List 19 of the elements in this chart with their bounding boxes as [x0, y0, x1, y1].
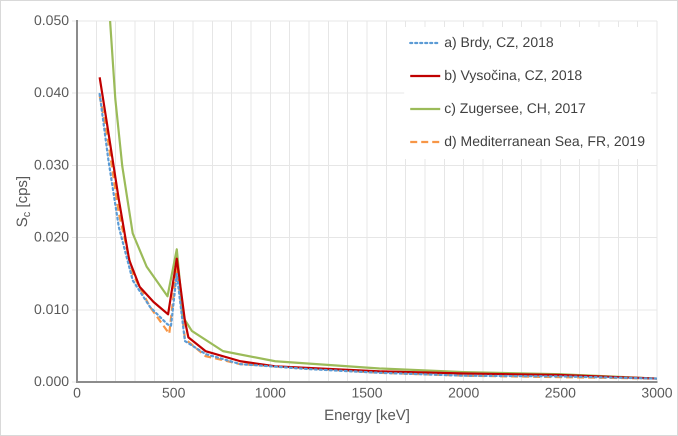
legend-label: a) Brdy, CZ, 2018 — [444, 34, 554, 50]
x-tick-label: 1500 — [351, 384, 383, 400]
x-tick-label: 3000 — [641, 384, 673, 400]
legend-label: d) Mediterranean Sea, FR, 2019 — [444, 132, 646, 149]
y-axis-title: Sc [cps] — [14, 176, 34, 228]
y-tick-label: 0.030 — [34, 156, 70, 172]
y-tick-label: 0.010 — [34, 300, 70, 317]
x-tick-label: 2500 — [544, 384, 576, 400]
x-tick-label: 500 — [162, 384, 186, 400]
y-tick-label: 0.000 — [34, 373, 70, 390]
x-tick-label: 2000 — [448, 384, 480, 400]
x-tick-label: 0 — [73, 384, 82, 400]
legend-label: c) Zugersee, CH, 2017 — [444, 100, 586, 116]
x-tick-label: 1000 — [254, 384, 286, 400]
legend-label: b) Vysočina, CZ, 2018 — [444, 66, 582, 83]
y-tick-label: 0.020 — [34, 228, 70, 245]
x-axis-title: Energy [keV] — [324, 407, 410, 424]
y-tick-label: 0.040 — [34, 84, 70, 100]
y-tick-label: 0.050 — [34, 12, 70, 28]
